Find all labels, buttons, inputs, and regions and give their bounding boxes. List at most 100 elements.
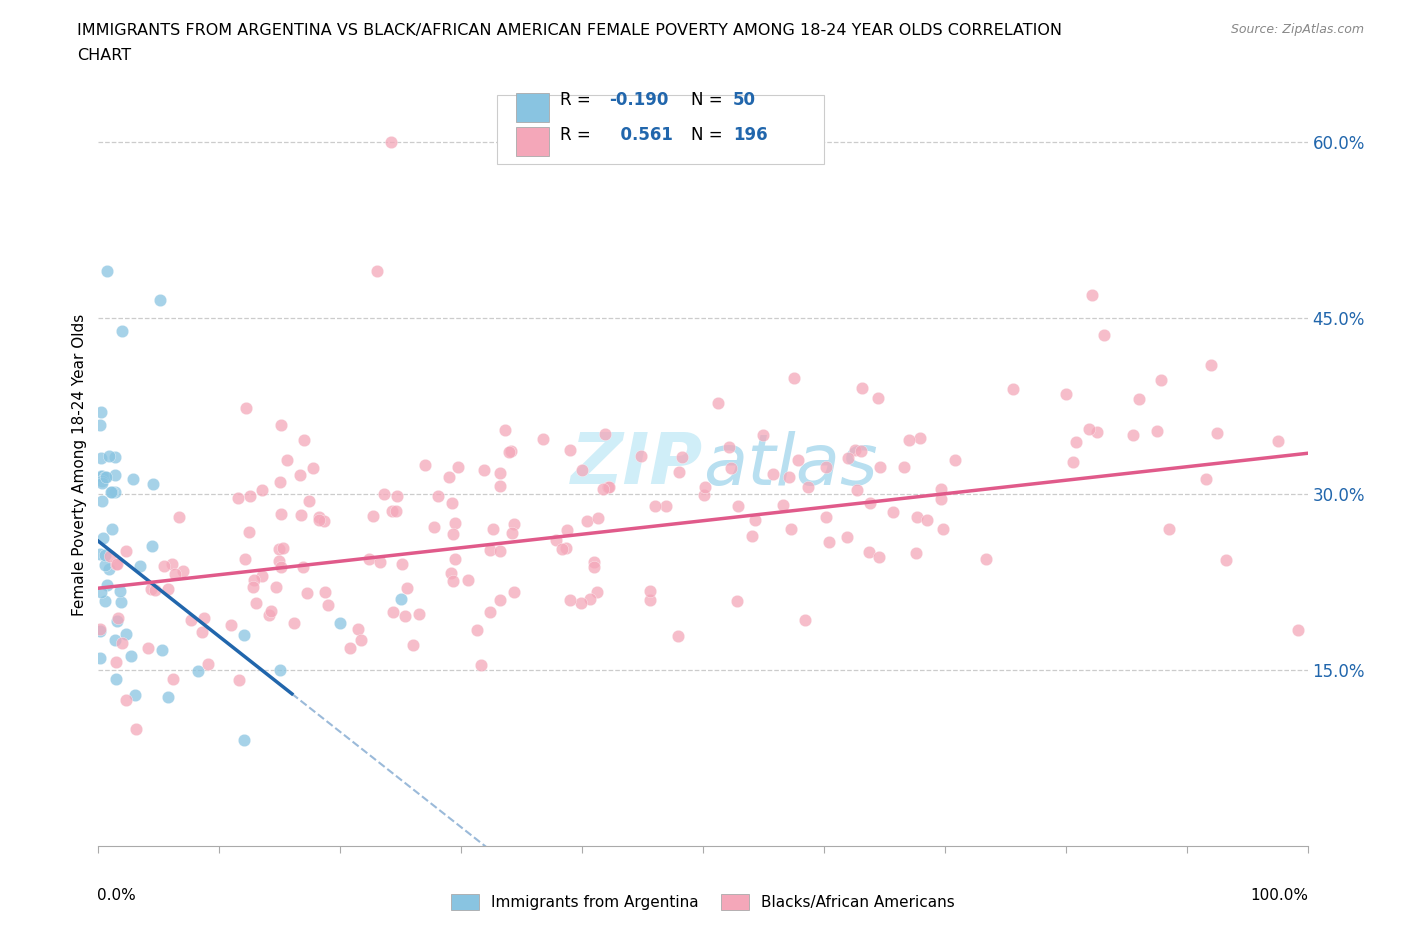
Point: [269, 663, 291, 678]
Point: [368, 554, 391, 569]
Point: [100, 485, 122, 499]
Point: [551, 541, 574, 556]
Text: ZIP: ZIP: [571, 431, 703, 499]
Point: [387, 489, 409, 504]
Point: [1054, 386, 1077, 401]
Point: [385, 504, 408, 519]
Point: [366, 264, 388, 279]
Point: [837, 450, 859, 465]
Point: [187, 664, 209, 679]
Point: [232, 733, 254, 748]
Point: [197, 657, 219, 671]
Point: [270, 418, 292, 432]
Point: [141, 582, 163, 597]
Point: [786, 452, 808, 467]
Point: [780, 522, 803, 537]
Point: [654, 498, 676, 513]
Point: [915, 513, 938, 528]
Point: [104, 632, 127, 647]
Point: [329, 616, 352, 631]
Point: [142, 476, 165, 491]
Point: [89, 621, 111, 636]
Point: [783, 370, 806, 385]
Point: [105, 655, 128, 670]
Point: [297, 586, 319, 601]
Point: [531, 432, 554, 446]
Point: [193, 610, 215, 625]
Point: [259, 607, 281, 622]
Point: [717, 439, 740, 454]
Point: [579, 591, 602, 606]
Point: [125, 721, 148, 736]
Point: [440, 566, 463, 581]
Point: [301, 460, 323, 475]
Point: [298, 494, 321, 509]
Point: [470, 658, 492, 672]
Point: [423, 520, 446, 535]
Point: [893, 459, 915, 474]
Point: [90, 469, 112, 484]
Point: [110, 583, 132, 598]
Point: [283, 616, 305, 631]
Point: [100, 522, 122, 537]
Point: [488, 478, 510, 493]
Point: [489, 465, 512, 480]
Point: [1206, 425, 1229, 440]
Point: [94, 470, 117, 485]
Point: [101, 485, 124, 499]
Y-axis label: Female Poverty Among 18-24 Year Olds: Female Poverty Among 18-24 Year Olds: [72, 314, 87, 616]
Point: [868, 550, 890, 565]
Point: [157, 690, 180, 705]
Point: [1062, 455, 1084, 470]
Text: -0.190: -0.190: [609, 91, 668, 110]
Point: [314, 584, 336, 599]
Text: Source: ZipAtlas.com: Source: ZipAtlas.com: [1230, 23, 1364, 36]
Point: [115, 543, 138, 558]
Point: [644, 498, 666, 513]
Point: [350, 633, 373, 648]
Point: [292, 432, 315, 447]
Point: [1085, 425, 1108, 440]
Text: 100.0%: 100.0%: [1251, 888, 1309, 903]
Point: [472, 463, 495, 478]
Point: [114, 692, 136, 707]
Point: [1092, 327, 1115, 342]
Point: [844, 443, 866, 458]
Point: [866, 391, 889, 405]
Point: [219, 618, 242, 632]
Point: [778, 470, 800, 485]
Point: [91, 473, 114, 488]
Point: [290, 507, 312, 522]
Point: [361, 509, 384, 524]
Point: [339, 640, 361, 655]
Point: [640, 583, 662, 598]
Point: [1286, 623, 1309, 638]
Point: [105, 556, 128, 571]
Point: [90, 405, 112, 419]
Point: [585, 584, 607, 599]
Point: [394, 608, 416, 623]
Point: [1150, 373, 1173, 388]
Point: [907, 510, 929, 525]
Point: [402, 637, 425, 652]
Point: [98, 448, 121, 463]
Text: R =: R =: [561, 126, 596, 144]
Point: [408, 606, 430, 621]
Point: [242, 579, 264, 594]
Point: [1215, 552, 1237, 567]
Point: [1002, 382, 1025, 397]
Point: [136, 641, 159, 656]
Point: [93, 557, 115, 572]
Bar: [498, 95, 824, 164]
Point: [598, 479, 620, 494]
Text: N =: N =: [690, 126, 728, 144]
Point: [744, 512, 766, 527]
Point: [104, 468, 127, 483]
Bar: [516, 93, 550, 122]
Point: [569, 596, 592, 611]
Point: [1122, 428, 1144, 443]
Point: [555, 540, 578, 555]
Point: [93, 594, 115, 609]
Point: [91, 494, 114, 509]
Point: [668, 465, 690, 480]
